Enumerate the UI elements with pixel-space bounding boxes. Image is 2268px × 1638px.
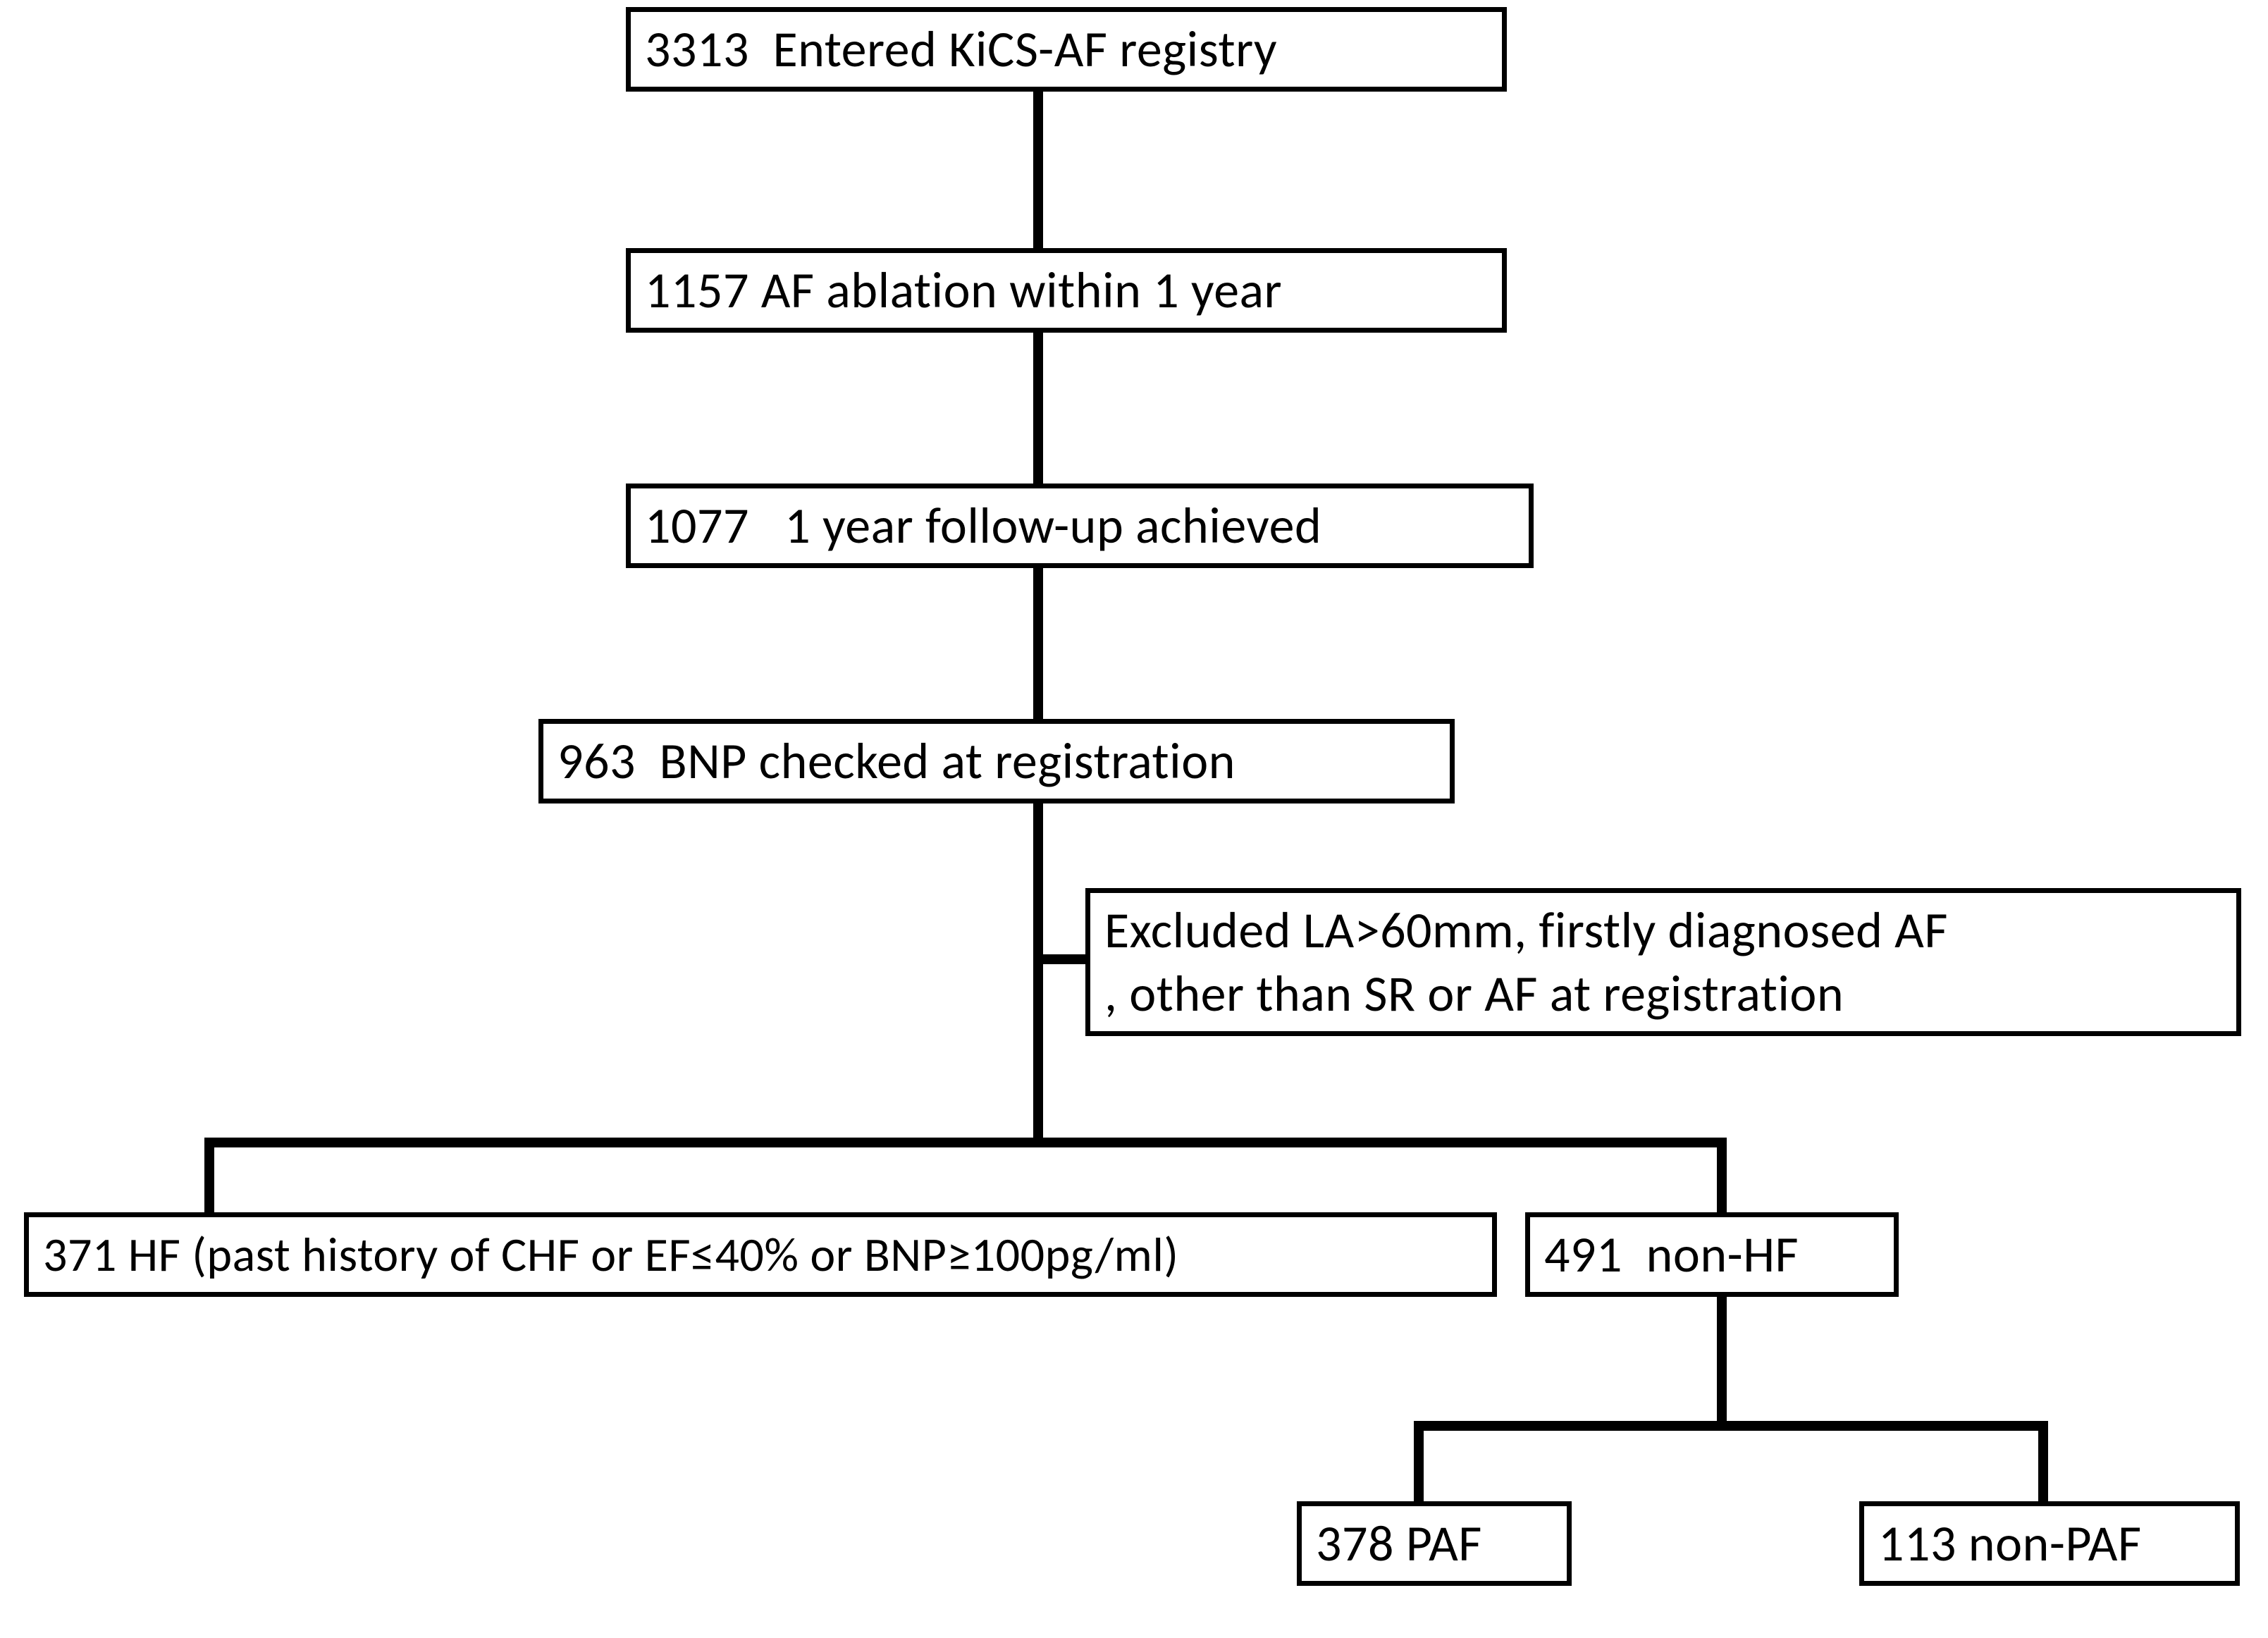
node-followup: 1077 1 year follow-up achieved bbox=[626, 484, 1534, 568]
connector-hbar1-n7 bbox=[1717, 1138, 1727, 1215]
node-hf: 371 HF (past history of CHF or EF≤40% or… bbox=[24, 1212, 1497, 1297]
connector-n2-n3 bbox=[1033, 333, 1043, 484]
connector-mid-split bbox=[1033, 954, 1043, 1138]
node-bnp-checked: 963 BNP checked at registration bbox=[538, 719, 1455, 803]
connector-n3-n4 bbox=[1033, 568, 1043, 719]
flowchart-canvas: 3313 Entered KiCS-AF registry 1157 AF ab… bbox=[0, 0, 2268, 1638]
connector-n1-n2 bbox=[1033, 92, 1043, 248]
node-paf: 378 PAF bbox=[1297, 1501, 1572, 1586]
connector-hbar2 bbox=[1414, 1421, 2048, 1431]
connector-n7-split bbox=[1717, 1297, 1727, 1431]
connector-hbar1-n6 bbox=[204, 1138, 214, 1215]
connector-n4-mid bbox=[1033, 803, 1043, 964]
node-entered-registry: 3313 Entered KiCS-AF registry bbox=[626, 7, 1507, 92]
connector-hbar2-n8 bbox=[1414, 1421, 1424, 1504]
node-af-ablation: 1157 AF ablation within 1 year bbox=[626, 248, 1507, 333]
connector-hbar1 bbox=[204, 1138, 1727, 1147]
node-excluded: Excluded LA>60mm, firstly diagnosed AF ,… bbox=[1085, 888, 2241, 1036]
node-non-hf: 491 non-HF bbox=[1525, 1212, 1899, 1297]
connector-hbar2-n9 bbox=[2038, 1421, 2048, 1504]
node-non-paf: 113 non-PAF bbox=[1859, 1501, 2240, 1586]
